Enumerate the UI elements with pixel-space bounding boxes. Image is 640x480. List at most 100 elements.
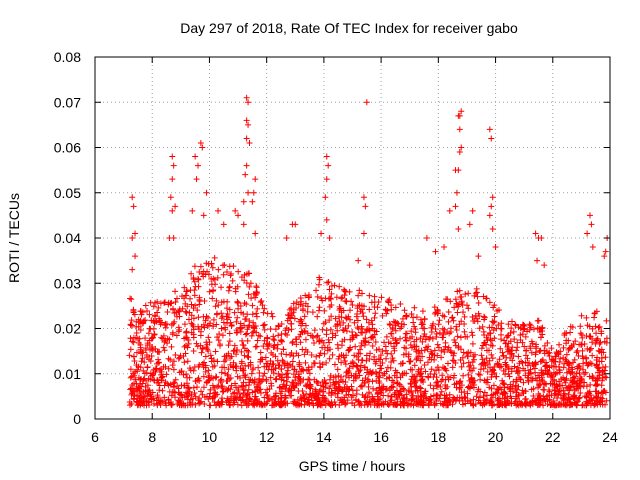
data-point-peak <box>456 126 463 133</box>
data-point <box>254 305 261 312</box>
data-point <box>536 392 543 399</box>
data-point <box>490 367 497 374</box>
data-point <box>301 327 308 334</box>
data-point <box>461 313 468 320</box>
data-point <box>475 299 482 306</box>
data-point <box>127 346 134 353</box>
data-point <box>154 393 161 400</box>
data-point-peak <box>492 244 499 251</box>
data-point <box>373 377 380 384</box>
data-point <box>261 394 268 401</box>
data-point <box>205 347 212 354</box>
data-point <box>261 326 268 333</box>
x-tick-label: 16 <box>373 429 389 445</box>
data-point <box>226 338 233 345</box>
data-point <box>488 374 495 381</box>
data-point <box>272 365 279 372</box>
data-point <box>540 370 547 377</box>
data-point <box>489 402 496 409</box>
data-point <box>224 320 231 327</box>
data-point <box>209 395 216 402</box>
data-point-peak <box>441 244 448 251</box>
data-point <box>343 328 350 335</box>
data-point <box>158 368 165 375</box>
data-point <box>226 284 233 291</box>
data-point <box>255 364 262 371</box>
data-point <box>211 254 218 261</box>
data-point <box>476 325 483 332</box>
data-point <box>593 308 600 315</box>
data-point <box>567 370 574 377</box>
data-point <box>168 321 175 328</box>
data-point <box>339 338 346 345</box>
data-point <box>565 362 572 369</box>
data-point <box>210 323 217 330</box>
data-point <box>379 312 386 319</box>
data-point <box>252 294 259 301</box>
data-point <box>297 378 304 385</box>
data-point <box>506 386 513 393</box>
data-point <box>147 299 154 306</box>
data-point <box>578 331 585 338</box>
data-point <box>488 392 495 399</box>
data-point <box>262 389 269 396</box>
data-point <box>348 383 355 390</box>
data-point <box>409 333 416 340</box>
data-point <box>470 318 477 325</box>
data-point <box>319 361 326 368</box>
data-point <box>336 386 343 393</box>
data-point <box>399 315 406 322</box>
data-point <box>336 303 343 310</box>
data-point-peak <box>240 198 247 205</box>
data-point <box>126 352 133 359</box>
data-point <box>215 382 222 389</box>
data-point <box>388 302 395 309</box>
data-point <box>525 370 532 377</box>
data-point <box>491 313 498 320</box>
data-point <box>411 378 418 385</box>
data-point-peak <box>475 253 482 260</box>
data-point <box>184 344 191 351</box>
data-point <box>327 383 334 390</box>
data-point <box>127 366 134 373</box>
data-point <box>413 336 420 343</box>
data-point <box>421 331 428 338</box>
data-point <box>368 299 375 306</box>
data-point <box>212 374 219 381</box>
data-point-peak <box>252 230 259 237</box>
data-point <box>212 392 219 399</box>
data-point <box>434 392 441 399</box>
data-point <box>249 366 256 373</box>
data-point <box>362 398 369 405</box>
data-point <box>424 346 431 353</box>
data-point <box>248 370 255 377</box>
data-point <box>583 332 590 339</box>
data-point <box>301 313 308 320</box>
data-point <box>181 382 188 389</box>
data-point <box>465 371 472 378</box>
data-point <box>195 314 202 321</box>
data-point <box>326 355 333 362</box>
data-point <box>223 313 230 320</box>
data-point <box>252 323 259 330</box>
data-point <box>288 326 295 333</box>
data-point <box>181 343 188 350</box>
data-point <box>530 326 537 333</box>
data-point-peak <box>292 221 299 228</box>
data-point <box>210 286 217 293</box>
data-point <box>599 395 606 402</box>
data-point <box>128 296 135 303</box>
data-point <box>127 374 134 381</box>
data-point <box>308 397 315 404</box>
data-point <box>445 318 452 325</box>
data-point <box>334 394 341 401</box>
data-point <box>552 358 559 365</box>
data-point <box>333 294 340 301</box>
data-point <box>155 359 162 366</box>
data-point <box>417 357 424 364</box>
data-point <box>240 367 247 374</box>
data-point <box>428 350 435 357</box>
data-point <box>272 326 279 333</box>
data-point <box>338 295 345 302</box>
data-point <box>443 367 450 374</box>
